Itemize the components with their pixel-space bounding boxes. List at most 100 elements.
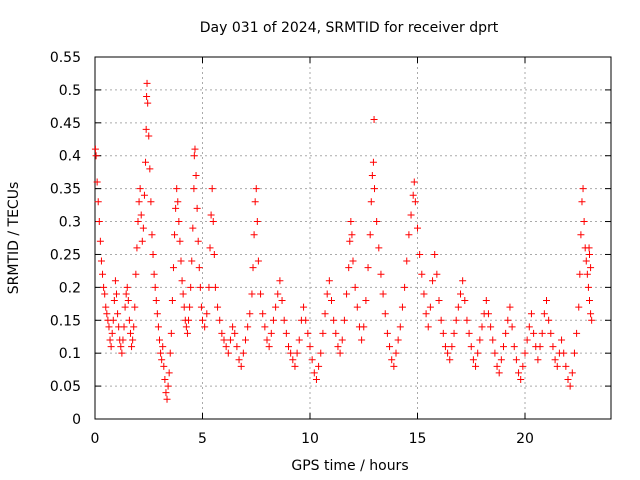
y-tick-label: 0.35 (50, 182, 81, 198)
data-point (564, 376, 572, 384)
data-point (497, 356, 505, 364)
data-point (94, 198, 102, 206)
data-points (91, 79, 596, 403)
data-point (362, 297, 370, 305)
data-point (122, 290, 130, 298)
data-point (163, 395, 171, 403)
data-point (259, 310, 267, 318)
data-point (95, 218, 103, 226)
y-tick-label: 0.5 (59, 83, 81, 99)
data-point (165, 369, 173, 377)
data-point (148, 231, 156, 239)
data-point (300, 303, 308, 311)
data-point (150, 270, 158, 278)
data-point (93, 178, 101, 186)
data-point (157, 349, 165, 357)
data-point (348, 231, 356, 239)
data-point (396, 323, 404, 331)
data-point (558, 336, 566, 344)
data-point (536, 343, 544, 351)
data-point (325, 277, 333, 285)
data-point (265, 343, 273, 351)
x-tick-label: 15 (409, 431, 427, 447)
data-point (246, 310, 254, 318)
data-point (96, 237, 104, 245)
data-point (560, 349, 568, 357)
data-point (110, 297, 118, 305)
data-point (133, 244, 141, 252)
data-point (441, 343, 449, 351)
data-point (330, 316, 338, 324)
data-point (583, 270, 591, 278)
data-point (523, 336, 531, 344)
data-point (151, 283, 159, 291)
data-point (251, 198, 259, 206)
data-point (353, 303, 361, 311)
data-point (323, 290, 331, 298)
data-point (224, 349, 232, 357)
data-point (450, 329, 458, 337)
data-point (504, 316, 512, 324)
data-point (269, 316, 277, 324)
data-point (249, 264, 257, 272)
data-point (545, 316, 553, 324)
data-point (390, 362, 398, 370)
data-point (293, 349, 301, 357)
data-point (135, 198, 143, 206)
y-tick-label: 0.4 (59, 149, 81, 165)
data-point (226, 336, 234, 344)
data-point (254, 257, 262, 265)
data-point (405, 231, 413, 239)
data-point (144, 99, 152, 107)
data-point (517, 376, 525, 384)
data-point (291, 362, 299, 370)
data-point (210, 250, 218, 258)
data-point (321, 310, 329, 318)
data-point (568, 369, 576, 377)
data-point (401, 283, 409, 291)
data-point (214, 303, 222, 311)
data-point (142, 125, 150, 133)
data-point (403, 257, 411, 265)
data-point (295, 336, 303, 344)
data-point (289, 356, 297, 364)
data-point (248, 290, 256, 298)
data-point (261, 323, 269, 331)
data-point (437, 316, 445, 324)
data-point (306, 343, 314, 351)
data-point (484, 310, 492, 318)
data-point (543, 297, 550, 305)
data-point (379, 290, 387, 298)
data-point (106, 336, 114, 344)
data-point (587, 310, 595, 318)
data-point (525, 323, 533, 331)
data-point (205, 283, 213, 291)
data-point (105, 323, 113, 331)
data-point (201, 323, 209, 331)
data-point (547, 329, 555, 337)
data-point (178, 277, 186, 285)
data-point (586, 250, 593, 258)
x-tick-label: 5 (198, 431, 207, 447)
data-point (220, 336, 228, 344)
data-point (577, 231, 585, 239)
data-point (147, 198, 155, 206)
data-point (562, 362, 570, 370)
data-point (173, 185, 181, 193)
data-point (429, 277, 437, 285)
data-point (244, 323, 252, 331)
data-point (586, 297, 593, 305)
x-ticks: 0 5 10 15 20 (91, 57, 534, 447)
data-point (108, 329, 116, 337)
data-point (578, 198, 586, 206)
data-point (373, 218, 381, 226)
data-point (179, 290, 187, 298)
data-point (467, 343, 475, 351)
data-point (482, 297, 490, 305)
data-point (276, 277, 284, 285)
data-point (156, 336, 163, 344)
data-point (272, 303, 280, 311)
data-point (159, 343, 167, 351)
data-point (347, 218, 355, 226)
data-point (304, 329, 312, 337)
